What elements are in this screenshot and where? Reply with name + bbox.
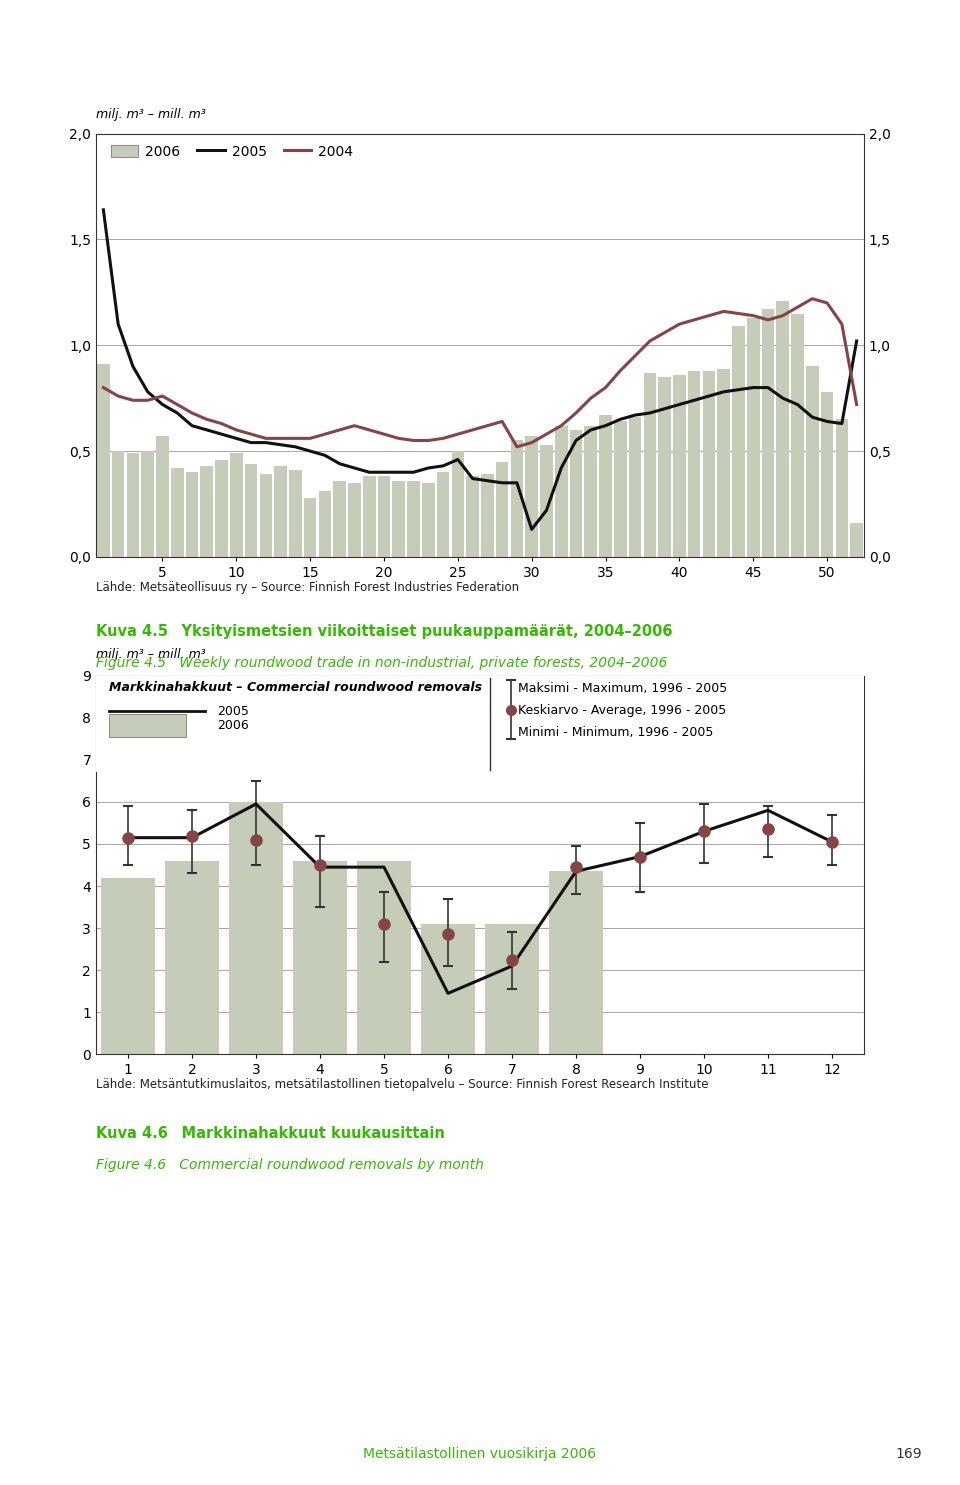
Bar	[101, 878, 156, 1054]
Text: Markkinahakkuut – Commercial roundwood removals: Markkinahakkuut – Commercial roundwood r…	[108, 682, 482, 693]
Text: milj. m³ – mill. m³: milj. m³ – mill. m³	[96, 647, 205, 661]
Text: Maksimi - Maximum, 1996 - 2005: Maksimi - Maximum, 1996 - 2005	[518, 682, 728, 695]
Bar	[806, 367, 819, 557]
Bar	[549, 872, 603, 1054]
Bar	[717, 368, 730, 557]
Bar	[703, 371, 715, 557]
Bar	[230, 453, 243, 557]
Bar	[228, 802, 283, 1054]
Text: Keskiarvo - Average, 1996 - 2005: Keskiarvo - Average, 1996 - 2005	[518, 704, 727, 717]
Bar	[485, 924, 540, 1054]
Bar	[451, 451, 464, 557]
Text: 4 Puukauppa ja hakkuut: 4 Puukauppa ja hakkuut	[318, 16, 642, 40]
Bar	[496, 462, 509, 557]
Text: Markkinahakkuut kuukausittain: Markkinahakkuut kuukausittain	[161, 1126, 445, 1140]
Bar	[333, 481, 346, 557]
Bar	[185, 472, 199, 557]
Text: Figure 4.5   Weekly roundwood trade in non-industrial, private forests, 2004–200: Figure 4.5 Weekly roundwood trade in non…	[96, 656, 667, 670]
Text: Kuva 4.5: Kuva 4.5	[96, 624, 168, 639]
Bar	[629, 417, 641, 557]
Bar	[851, 523, 863, 557]
Bar	[422, 483, 435, 557]
Bar	[747, 318, 759, 557]
Bar	[791, 313, 804, 557]
Bar	[108, 714, 185, 737]
Text: 2006: 2006	[218, 719, 250, 732]
Bar	[304, 497, 317, 557]
Bar	[275, 466, 287, 557]
Bar	[643, 373, 656, 557]
Bar	[289, 471, 301, 557]
Bar	[777, 301, 789, 557]
Bar	[659, 377, 671, 557]
Bar	[540, 444, 553, 557]
Text: Kuva 4.6: Kuva 4.6	[96, 1126, 168, 1140]
Bar	[357, 861, 411, 1054]
Bar	[171, 468, 183, 557]
Bar	[688, 371, 701, 557]
Bar	[614, 422, 627, 557]
Bar	[420, 924, 475, 1054]
Bar	[585, 426, 597, 557]
Bar	[511, 441, 523, 557]
Bar	[112, 451, 125, 557]
Bar	[821, 392, 833, 557]
Bar	[165, 861, 219, 1054]
Bar	[599, 416, 612, 557]
Bar	[363, 477, 375, 557]
Bar	[141, 451, 154, 557]
Bar	[97, 364, 109, 557]
Bar	[293, 861, 348, 1054]
Bar	[732, 327, 745, 557]
Bar	[127, 453, 139, 557]
Bar	[245, 463, 257, 557]
Bar	[319, 492, 331, 557]
Text: Lähde: Metsäteollisuus ry – Source: Finnish Forest Industries Federation: Lähde: Metsäteollisuus ry – Source: Finn…	[96, 581, 519, 594]
Text: Figure 4.6   Commercial roundwood removals by month: Figure 4.6 Commercial roundwood removals…	[96, 1158, 484, 1172]
Bar	[259, 474, 272, 557]
Text: Metsätilastollinen vuosikirja 2006: Metsätilastollinen vuosikirja 2006	[364, 1448, 596, 1461]
Bar	[393, 481, 405, 557]
Legend: 2006, 2005, 2004: 2006, 2005, 2004	[110, 146, 353, 159]
Text: 2005: 2005	[218, 705, 250, 717]
Bar	[348, 483, 361, 557]
Bar	[467, 477, 479, 557]
Bar	[156, 437, 169, 557]
Text: milj. m³ – mill. m³: milj. m³ – mill. m³	[96, 108, 205, 120]
Bar	[761, 309, 775, 557]
Bar	[481, 474, 493, 557]
Bar	[201, 466, 213, 557]
Bar	[407, 481, 420, 557]
Bar	[215, 459, 228, 557]
Bar	[525, 437, 538, 557]
Bar	[835, 419, 848, 557]
Bar	[437, 472, 449, 557]
Bar	[673, 374, 685, 557]
Text: 169: 169	[895, 1448, 922, 1461]
Text: Lähde: Metsäntutkimuslaitos, metsätilastollinen tietopalvelu – Source: Finnish F: Lähde: Metsäntutkimuslaitos, metsätilast…	[96, 1078, 708, 1091]
Text: Yksityismetsien viikoittaiset puukauppamäärät, 2004–2006: Yksityismetsien viikoittaiset puukauppam…	[161, 624, 673, 639]
Bar	[96, 676, 864, 772]
Bar	[377, 477, 391, 557]
Bar	[569, 431, 583, 557]
Bar	[555, 426, 567, 557]
Text: Minimi - Minimum, 1996 - 2005: Minimi - Minimum, 1996 - 2005	[518, 726, 714, 740]
